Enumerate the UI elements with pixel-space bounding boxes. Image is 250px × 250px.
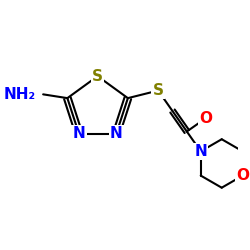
Text: N: N	[72, 126, 85, 141]
Text: O: O	[236, 168, 249, 183]
Text: N: N	[110, 126, 123, 141]
Text: N: N	[194, 144, 207, 159]
Text: NH₂: NH₂	[4, 87, 35, 102]
Text: S: S	[153, 83, 164, 98]
Text: S: S	[92, 69, 103, 84]
Text: O: O	[199, 111, 212, 126]
